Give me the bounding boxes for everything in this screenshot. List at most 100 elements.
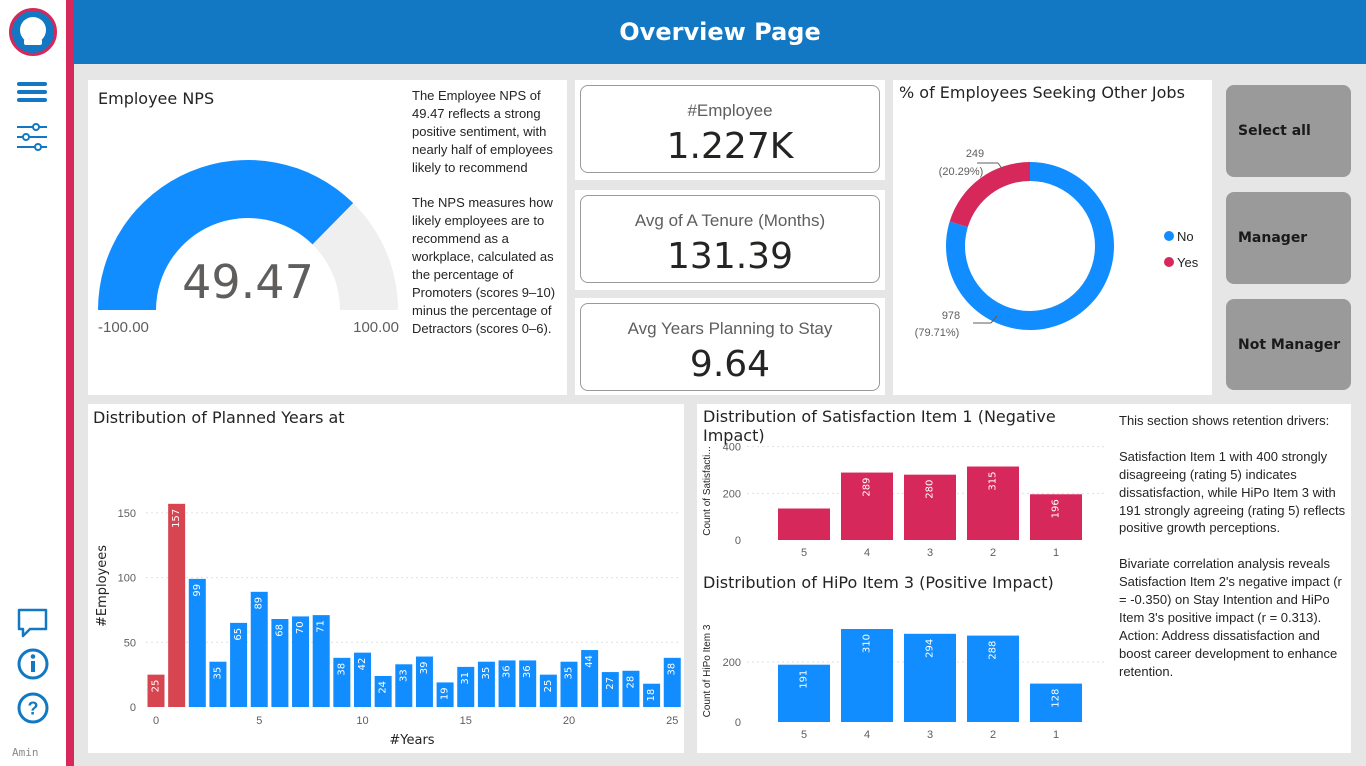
retention-p2: Satisfaction Item 1 with 400 strongly di… [1119, 448, 1346, 536]
x-tick-label: 25 [666, 715, 678, 727]
page-title: Overview Page [619, 18, 821, 46]
donut-chart[interactable]: 249 (20.29%) 978 (79.71%) No Yes [893, 80, 1212, 395]
y-tick-label: 400 [723, 442, 741, 454]
kpi-value-tenure: 131.39 [667, 236, 793, 277]
bar-data-label: 288 [988, 641, 999, 660]
bar-year-22[interactable] [601, 672, 619, 707]
help-icon[interactable]: ? [14, 689, 52, 727]
legend-no[interactable]: No [1177, 229, 1194, 244]
bar-year-0[interactable] [147, 674, 165, 707]
bar-data-label: 128 [1051, 689, 1062, 708]
satisfaction-bar-4[interactable] [841, 472, 893, 540]
retention-text: This section shows retention drivers: Sa… [1119, 412, 1351, 681]
author-signature: Amin [12, 746, 39, 759]
x-tick-label: 4 [864, 729, 870, 741]
hipo-title: Distribution of HiPo Item 3 (Positive Im… [703, 573, 1054, 592]
donut-label-no-count: 978 [942, 310, 960, 322]
bar-year-9[interactable] [333, 657, 351, 707]
satisfaction-bar-3[interactable] [904, 474, 956, 540]
sidebar: ? Amin [0, 0, 66, 766]
bar-data-label: 36 [502, 665, 513, 678]
bar-year-24[interactable] [643, 683, 661, 707]
satisfaction-title: Distribution of Satisfaction Item 1 (Neg… [703, 407, 1056, 445]
bar-year-6[interactable] [271, 619, 289, 707]
bar-data-label: 39 [419, 662, 430, 675]
accent-divider [66, 0, 74, 766]
bar-data-label: 191 [799, 670, 810, 689]
bar-data-label: 289 [862, 478, 873, 497]
bar-data-label: 35 [481, 667, 492, 680]
slicer-select-all[interactable]: Select all [1226, 85, 1351, 177]
menu-icon[interactable] [14, 74, 52, 112]
bar-year-4[interactable] [230, 622, 248, 707]
bar-data-label: 24 [378, 681, 389, 694]
kpi-card-employee: #Employee 1.227K [575, 80, 885, 180]
hipo-bar-4[interactable] [841, 629, 893, 722]
bar-data-label: 36 [522, 665, 533, 678]
x-tick-label: 2 [990, 547, 996, 559]
bar-year-10[interactable] [354, 652, 371, 707]
hipo-bar-1[interactable] [1030, 683, 1082, 722]
bar-data-label: 44 [584, 655, 595, 668]
bar-year-21[interactable] [581, 650, 599, 707]
satisfaction-bar-1[interactable] [1030, 494, 1082, 540]
bar-data-label: 71 [316, 620, 327, 633]
bar-year-19[interactable] [539, 674, 557, 707]
bar-year-25[interactable] [663, 657, 681, 707]
bar-year-18[interactable] [519, 660, 537, 707]
x-tick-label: 1 [1053, 547, 1059, 559]
hipo-bar-5[interactable] [778, 664, 830, 722]
bar-data-label: 25 [151, 680, 162, 693]
kpi-value-stay: 9.64 [689, 344, 771, 385]
satisfaction-chart[interactable]: 0 200 400 5 289 4 280 3 315 2 196 1 Count of Satisfa… [697, 426, 1115, 566]
legend-yes[interactable]: Yes [1177, 255, 1199, 270]
hipo-chart[interactable]: 0 200 191 5 310 4 294 3 288 2 128 1 Count of HiPo It… [697, 594, 1115, 749]
bar-year-15[interactable] [457, 666, 475, 707]
bar-year-1[interactable] [168, 503, 186, 707]
bar-year-13[interactable] [415, 656, 433, 707]
bar-year-17[interactable] [498, 660, 516, 707]
info-icon[interactable] [14, 645, 52, 683]
bar-year-12[interactable] [395, 664, 413, 707]
bar-year-8[interactable] [312, 615, 330, 707]
svg-text:?: ? [28, 699, 39, 719]
bar-year-3[interactable] [209, 661, 227, 707]
kpi-label-tenure: Avg of A Tenure (Months) [634, 211, 826, 230]
hipo-bar-3[interactable] [904, 633, 956, 722]
y-tick-label: 0 [735, 717, 741, 729]
bar-data-label: 25 [543, 680, 554, 693]
nps-card: Employee NPS 49.47 -100.00 100.00 The Em… [88, 80, 567, 395]
bar-data-label: 68 [274, 624, 285, 637]
slicer-manager[interactable]: Manager [1226, 192, 1351, 284]
donut-slice-yes[interactable] [949, 162, 1030, 228]
avatar[interactable] [9, 8, 57, 56]
bar-year-20[interactable] [560, 661, 578, 707]
y-tick-label: 0 [735, 535, 741, 547]
hipo-bar-2[interactable] [967, 635, 1019, 722]
nps-gauge[interactable]: 49.47 -100.00 100.00 [88, 80, 408, 395]
satisfaction-bar-5[interactable] [778, 508, 830, 541]
bar-year-5[interactable] [250, 591, 268, 707]
x-tick-label: 2 [990, 729, 996, 741]
y-axis-label: Count of Satisfacti... [702, 446, 713, 536]
gauge-value: 49.47 [182, 255, 314, 309]
bar-year-7[interactable] [292, 616, 310, 707]
bar-year-23[interactable] [622, 670, 640, 707]
user-icon [20, 17, 46, 45]
bar-data-label: 99 [192, 584, 203, 597]
filter-sliders-icon[interactable] [14, 118, 52, 156]
slicer-not-manager[interactable]: Not Manager [1226, 299, 1351, 390]
bar-year-16[interactable] [477, 661, 495, 707]
satisfaction-bar-2[interactable] [967, 466, 1019, 541]
comment-icon[interactable] [14, 604, 52, 642]
bar-year-11[interactable] [374, 675, 392, 707]
bar-data-label: 196 [1051, 499, 1062, 518]
bar-data-label: 19 [440, 687, 451, 700]
nps-para-2: The NPS measures how likely employees ar… [412, 195, 553, 247]
bar-data-label: 315 [988, 472, 999, 491]
bar-year-14[interactable] [436, 682, 454, 707]
y-tick-label: 100 [118, 573, 136, 585]
bar-year-2[interactable] [188, 578, 206, 707]
legend-dot-yes [1164, 257, 1174, 267]
